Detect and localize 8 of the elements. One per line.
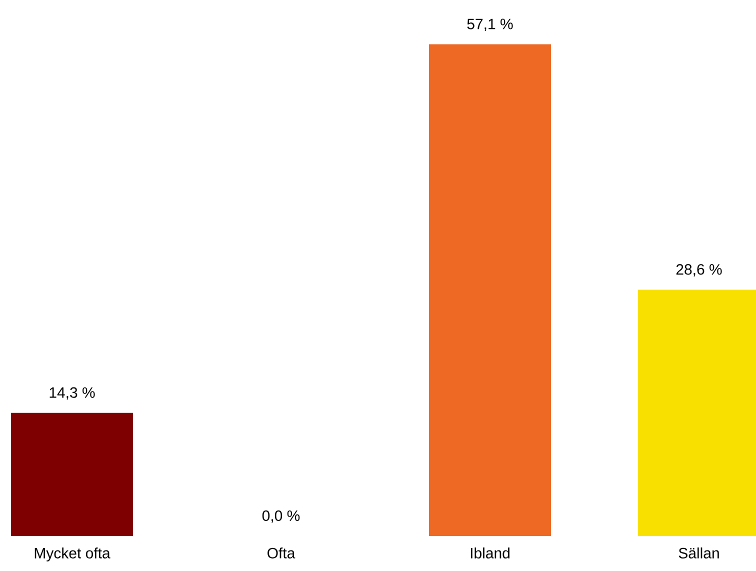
x-tick-label: Mycket ofta <box>34 547 110 562</box>
data-label: 57,1 % <box>467 18 513 32</box>
x-tick-label: Ibland <box>470 547 510 558</box>
data-label: 28,6 % <box>676 264 722 276</box>
data-label: 0,0 % <box>262 510 300 523</box>
x-tick-label: Ofta <box>268 547 296 558</box>
x-tick-label: Sällan <box>678 547 719 558</box>
data-label: 14,3 % <box>50 387 95 400</box>
